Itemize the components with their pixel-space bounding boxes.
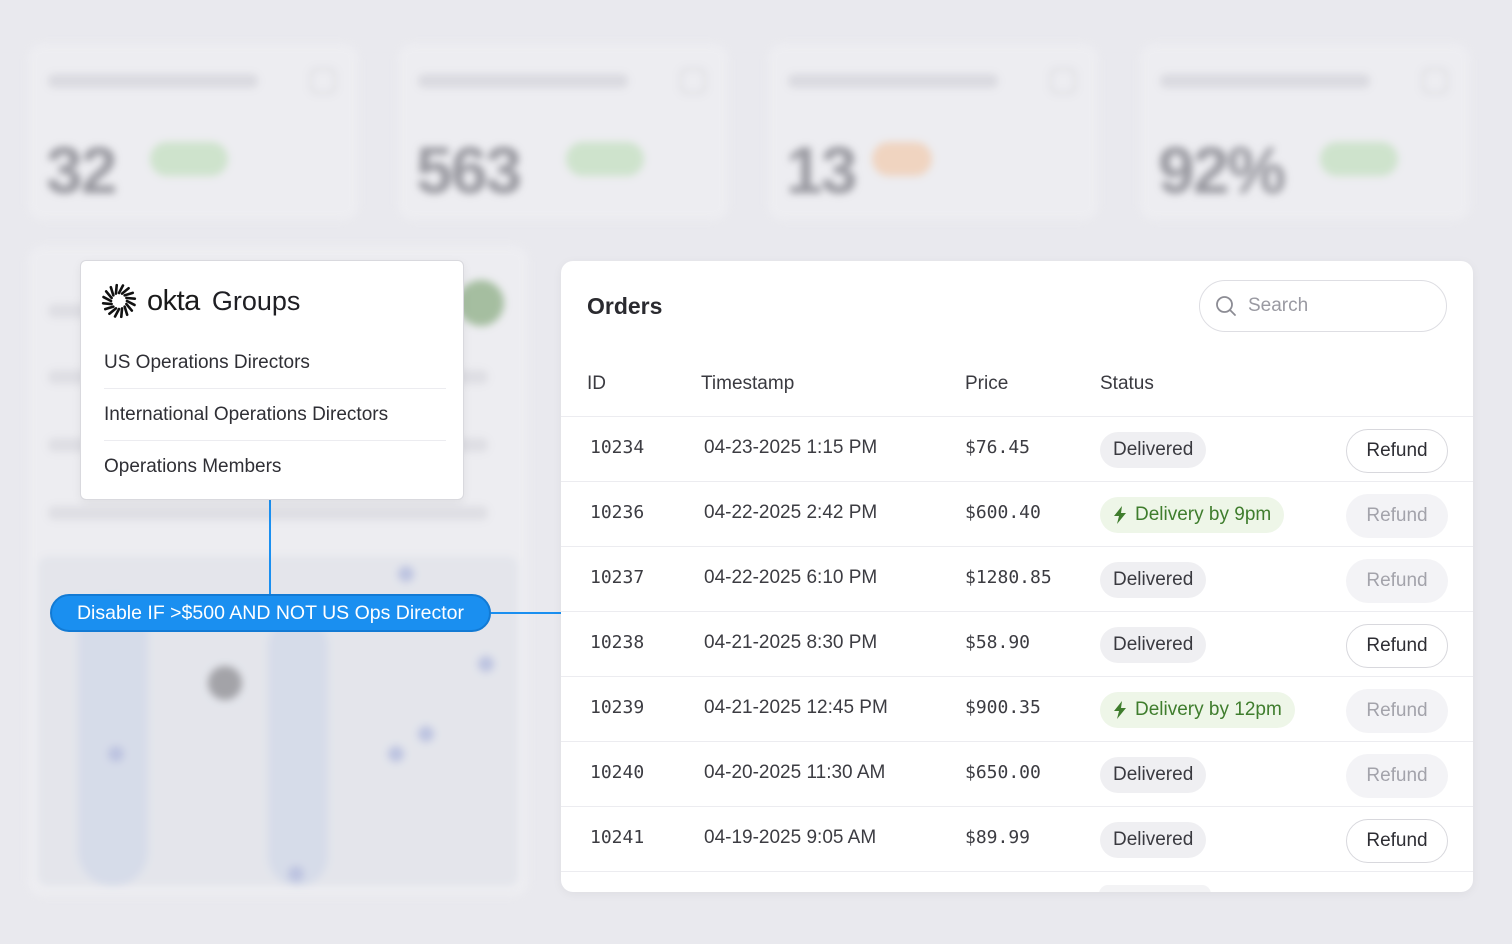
okta-groups-card: okta Groups US Operations Directors Inte… — [80, 260, 464, 500]
okta-header: okta Groups — [101, 283, 300, 319]
orders-title: Orders — [587, 293, 663, 319]
refund-button[interactable]: Refund — [1346, 819, 1448, 863]
table-row: 10238 04-21-2025 8:30 PM $58.90 Delivered Re… — [561, 612, 1473, 677]
stat-card: 32 — [28, 44, 358, 220]
group-item-international-operations-directors[interactable]: International Operations Directors — [104, 389, 446, 441]
orders-card: Orders ID Timestamp Price Status 10234 04… — [561, 261, 1473, 892]
order-timestamp: 04-22-2025 2:42 PM — [704, 502, 878, 523]
status-label: Delivered — [1113, 634, 1194, 655]
order-price: $1280.85 — [965, 567, 1052, 588]
column-header-price: Price — [965, 373, 1009, 394]
order-id: 10234 — [590, 437, 645, 458]
refund-button[interactable]: Refund — [1346, 494, 1448, 538]
order-timestamp: 04-20-2025 11:30 AM — [704, 762, 886, 783]
stat-value: 32 — [46, 133, 117, 207]
search-icon — [1216, 296, 1236, 316]
table-row-partial — [561, 873, 1473, 892]
order-price: $600.40 — [965, 502, 1041, 523]
order-id: 10240 — [590, 762, 645, 783]
status-label: Delivery by 12pm — [1135, 699, 1282, 720]
column-header-status: Status — [1100, 373, 1154, 394]
status-badge: Delivered — [1100, 627, 1207, 663]
search-box[interactable] — [1199, 280, 1447, 332]
status-badge: Delivered — [1100, 432, 1207, 468]
order-price: $900.35 — [965, 697, 1041, 718]
status-label: Delivered — [1113, 829, 1194, 850]
stat-value: 92% — [1158, 133, 1286, 207]
table-row: 10237 04-22-2025 6:10 PM $1280.85 Delivered… — [561, 547, 1473, 612]
search-input[interactable] — [1248, 295, 1418, 317]
refund-button[interactable]: Refund — [1346, 559, 1448, 603]
table-row: 10241 04-19-2025 9:05 AM $89.99 Delivered Re… — [561, 807, 1473, 872]
order-price: $650.00 — [965, 762, 1041, 783]
table-row: 10240 04-20-2025 11:30 AM $650.00 Delivered… — [561, 742, 1473, 807]
status-label: Delivered — [1113, 764, 1194, 785]
order-id: 10239 — [590, 697, 645, 718]
okta-sunburst-icon — [101, 283, 137, 319]
stat-value: 13 — [786, 133, 857, 207]
order-timestamp: 04-19-2025 9:05 AM — [704, 827, 877, 848]
status-badge: Delivered — [1100, 822, 1207, 858]
order-price: $76.45 — [965, 437, 1031, 458]
okta-logo-text: okta — [147, 284, 200, 317]
status-badge: Delivered — [1100, 757, 1207, 793]
status-label: Delivered — [1113, 439, 1194, 460]
rule-condition-pill: Disable IF >$500 AND NOT US Ops Director — [50, 594, 491, 632]
order-id: 10237 — [590, 567, 645, 588]
status-label: Delivery by 9pm — [1135, 504, 1272, 525]
refund-button[interactable]: Refund — [1346, 754, 1448, 798]
order-timestamp: 04-22-2025 6:10 PM — [704, 567, 878, 588]
order-id: 10241 — [590, 827, 645, 848]
table-row: 10234 04-23-2025 1:15 PM $76.45 Delivered Re… — [561, 417, 1473, 482]
status-label: Delivered — [1113, 569, 1194, 590]
status-badge: Delivery by 9pm — [1100, 497, 1285, 533]
group-item-operations-members[interactable]: Operations Members — [104, 456, 282, 477]
order-id: 10238 — [590, 632, 645, 653]
table-header: ID Timestamp Price Status — [561, 361, 1473, 417]
order-timestamp: 04-21-2025 8:30 PM — [704, 632, 878, 653]
stat-card: 92% — [1140, 44, 1470, 220]
order-timestamp: 04-21-2025 12:45 PM — [704, 697, 888, 718]
refund-button[interactable]: Refund — [1346, 429, 1448, 473]
order-price: $89.99 — [965, 827, 1031, 848]
table-row: 10236 04-22-2025 2:42 PM $600.40 Delivery b… — [561, 482, 1473, 547]
order-timestamp: 04-23-2025 1:15 PM — [704, 437, 878, 458]
column-header-id: ID — [587, 373, 606, 394]
order-id: 10236 — [590, 502, 645, 523]
column-header-timestamp: Timestamp — [701, 373, 795, 394]
stat-card: 563 — [398, 44, 728, 220]
group-item-us-operations-directors[interactable]: US Operations Directors — [104, 337, 446, 389]
refund-button[interactable]: Refund — [1346, 624, 1448, 668]
status-badge: Delivered — [1100, 562, 1207, 598]
refund-button[interactable]: Refund — [1346, 689, 1448, 733]
stat-card: 13 — [768, 44, 1098, 220]
table-row: 10239 04-21-2025 12:45 PM $900.35 Delivery … — [561, 677, 1473, 742]
stat-value: 563 — [416, 133, 522, 207]
lightning-bolt-icon — [1114, 506, 1126, 524]
lightning-bolt-icon — [1114, 701, 1126, 719]
order-price: $58.90 — [965, 632, 1031, 653]
okta-groups-title: Groups — [211, 285, 301, 316]
status-badge: Delivery by 12pm — [1100, 692, 1295, 728]
